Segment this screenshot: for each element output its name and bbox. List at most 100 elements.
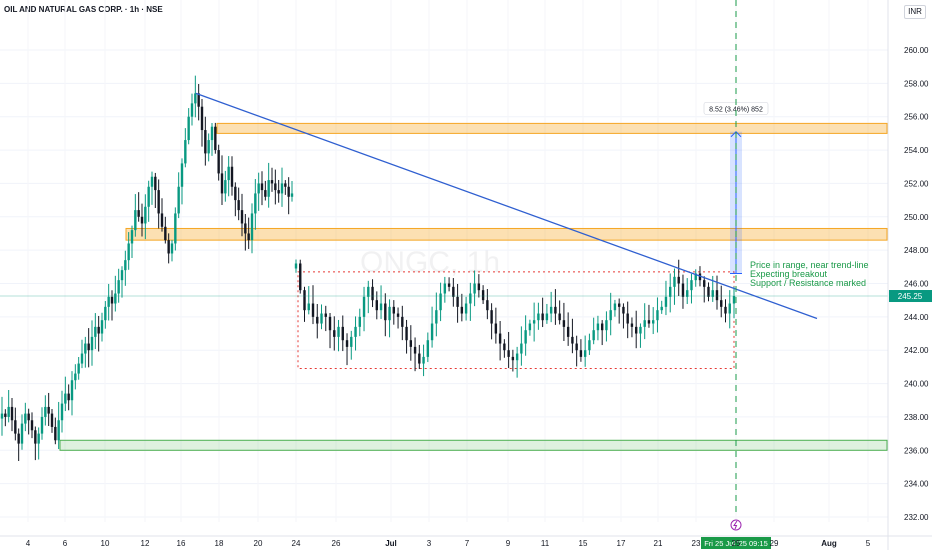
candle-body	[170, 243, 174, 254]
candle-body	[120, 270, 124, 281]
candle-body	[14, 420, 17, 434]
candle-body	[622, 306, 625, 314]
candle-body	[643, 320, 646, 327]
candle-body	[583, 350, 587, 357]
candle-body	[690, 280, 693, 291]
x-tick-label: 29	[770, 539, 779, 548]
candle-body	[117, 280, 120, 294]
candle-body	[324, 313, 327, 317]
candle-body	[681, 283, 685, 297]
candle-body	[267, 180, 270, 197]
y-tick-label: 252.00	[904, 179, 929, 188]
candle-body	[244, 223, 247, 234]
candle-body	[174, 213, 177, 244]
candle-body	[409, 340, 413, 347]
candle-body	[664, 296, 668, 307]
currency-selector[interactable]: INR	[904, 5, 926, 19]
y-tick-label: 238.00	[904, 413, 929, 422]
y-tick-label: 260.00	[904, 46, 929, 55]
candle-body	[87, 343, 90, 351]
candle-body	[240, 210, 244, 224]
candle-body	[47, 406, 50, 414]
candle-body	[197, 93, 200, 107]
annotation-note-line: Expecting breakout	[750, 269, 828, 279]
candle-body	[237, 200, 240, 211]
y-tick-label: 250.00	[904, 213, 929, 222]
candle-body	[375, 300, 378, 311]
candle-body	[732, 296, 736, 304]
candle-body	[67, 393, 70, 401]
price-axis: 232.00 234.00 236.00 238.00 240.00 242.00 244.…	[887, 0, 929, 550]
y-tick-label: 244.00	[904, 313, 929, 322]
x-tick-label: 17	[617, 539, 626, 548]
candle-body	[94, 326, 97, 337]
candle-body	[613, 303, 617, 311]
candle-body	[605, 320, 608, 331]
candle-body	[630, 323, 634, 327]
candle-body	[626, 313, 629, 324]
candle-body	[452, 286, 455, 297]
candle-body	[473, 283, 476, 294]
candle-body	[190, 103, 194, 117]
candle-body	[562, 320, 566, 327]
candle-body	[60, 403, 64, 421]
candle-body	[694, 273, 697, 281]
candle-body	[227, 166, 230, 181]
candle-body	[524, 330, 527, 344]
y-tick-label: 232.00	[904, 513, 929, 522]
candle-body	[422, 356, 425, 364]
candle-body	[647, 320, 651, 324]
candle-body	[110, 296, 114, 304]
candle-body	[498, 333, 502, 344]
y-tick-label: 240.00	[904, 380, 929, 389]
candle-body	[579, 350, 583, 357]
candle-body	[528, 323, 532, 331]
chart-watermark: ONGC, 1h	[360, 246, 500, 279]
candle-body	[284, 183, 287, 187]
candle-body	[57, 420, 60, 441]
candle-body	[157, 190, 160, 214]
candle-body	[541, 313, 544, 321]
candle-body	[558, 313, 561, 321]
candle-body	[596, 323, 600, 331]
candle-body	[70, 380, 74, 401]
x-tick-label: 3	[427, 539, 432, 548]
x-tick-label: Aug	[821, 539, 837, 548]
candle-body	[54, 426, 57, 441]
candle-body	[439, 293, 442, 311]
candle-series	[0, 75, 736, 461]
candle-body	[490, 310, 493, 324]
candle-body	[264, 190, 267, 197]
resistance-zone-lower	[125, 227, 888, 241]
candle-body	[247, 233, 250, 241]
candle-body	[371, 286, 374, 301]
candle-body	[77, 363, 80, 374]
candle-body	[677, 276, 680, 284]
candle-body	[515, 353, 519, 361]
candle-body	[566, 326, 570, 337]
candle-body	[280, 183, 284, 194]
candle-body	[20, 423, 24, 444]
x-tick-label: 21	[654, 539, 663, 548]
candle-body	[392, 306, 396, 314]
candle-body	[234, 186, 237, 201]
candle-body	[140, 216, 144, 224]
candle-body	[150, 176, 154, 187]
candle-body	[130, 230, 134, 244]
y-tick-label: 242.00	[904, 346, 929, 355]
candle-body	[345, 340, 349, 347]
range-box	[297, 271, 735, 370]
candle-body	[430, 323, 434, 341]
candle-body	[37, 433, 40, 444]
candle-body	[545, 313, 549, 321]
candle-body	[588, 340, 591, 351]
candle-body	[720, 300, 723, 307]
x-tick-label: 18	[215, 539, 224, 548]
candle-body	[337, 326, 340, 337]
candle-body	[164, 226, 167, 241]
last-price-label: 245.25	[898, 292, 923, 301]
x-tick-label: 20	[254, 539, 263, 548]
candle-body	[362, 296, 366, 317]
candle-body	[30, 420, 34, 431]
